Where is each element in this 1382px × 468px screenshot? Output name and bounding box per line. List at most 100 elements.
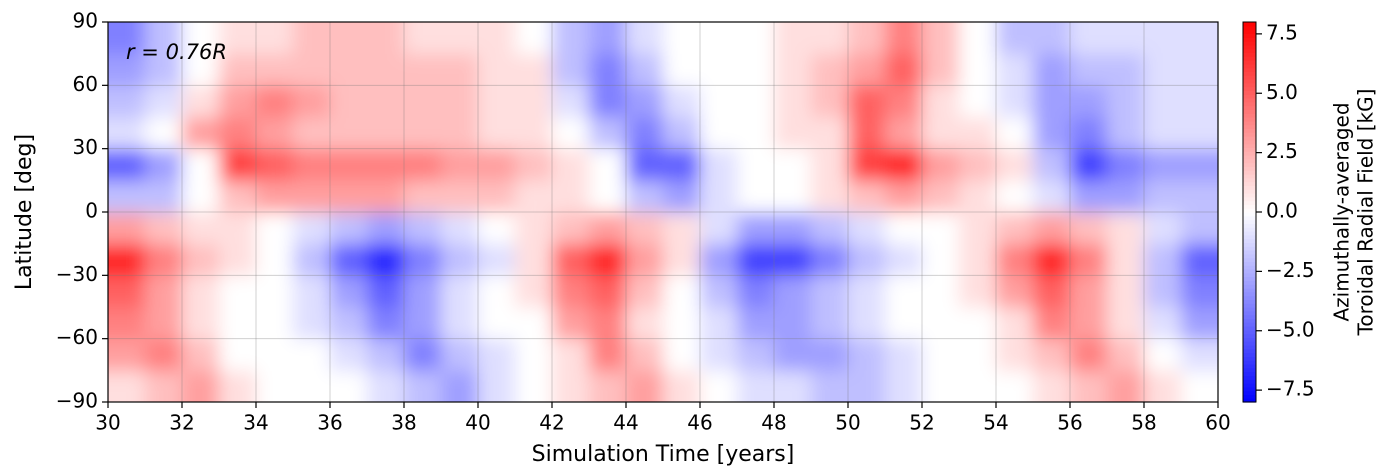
heat-cell — [959, 53, 997, 86]
heat-cell — [219, 117, 257, 150]
heat-cell — [589, 275, 627, 308]
colorbar-swatch — [1243, 136, 1256, 141]
heat-cell — [552, 212, 590, 245]
heat-cell — [1033, 117, 1071, 150]
heat-cell — [145, 22, 183, 55]
colorbar-swatch — [1243, 44, 1256, 50]
heat-cell — [1033, 275, 1071, 308]
heat-cell — [515, 212, 553, 245]
heat-cell — [626, 148, 664, 181]
heat-cell — [552, 53, 590, 86]
heat-cell — [1033, 212, 1071, 245]
colorbar-swatch — [1243, 25, 1256, 31]
heat-cell — [1181, 117, 1218, 150]
colorbar-swatch — [1243, 238, 1256, 243]
heat-cell — [885, 117, 923, 150]
heat-cell — [182, 53, 220, 86]
heat-cell — [922, 275, 960, 308]
colorbar-swatch — [1243, 272, 1256, 278]
heat-cell — [145, 180, 183, 213]
heat-cell — [885, 243, 923, 276]
heat-cell — [1070, 338, 1108, 371]
heat-cell — [441, 307, 479, 340]
heat-cell — [922, 148, 960, 181]
colorbar-swatch — [1243, 71, 1256, 76]
plot-frame — [107, 21, 1219, 403]
heat-cell — [256, 212, 294, 245]
colorbar-swatch — [1243, 295, 1256, 300]
heat-cell — [700, 117, 738, 150]
heat-cell — [996, 338, 1034, 371]
heat-cell — [774, 243, 812, 276]
heat-cell — [885, 370, 923, 402]
heat-cell — [1070, 148, 1108, 181]
heat-cell — [1033, 338, 1071, 371]
heat-cell — [404, 53, 442, 86]
heat-cell — [1107, 275, 1145, 308]
colorbar-swatch — [1243, 341, 1256, 346]
heat-cell — [330, 117, 368, 150]
heat-cell — [848, 275, 886, 308]
colorbar-swatch — [1243, 227, 1256, 232]
heat-cell — [367, 212, 405, 245]
heat-cell — [700, 85, 738, 118]
colorbar-swatch — [1243, 41, 1256, 46]
colorbar-swatch — [1243, 356, 1256, 361]
colorbar-swatch — [1243, 265, 1256, 270]
x-axis-label: Simulation Time [years] — [532, 442, 795, 467]
heat-cell — [700, 307, 738, 340]
heatmap-cells — [108, 22, 1218, 402]
colorbar-swatch — [1243, 158, 1256, 164]
heat-cell — [700, 180, 738, 213]
heat-cell — [219, 275, 257, 308]
x-tick-label: 42 — [539, 411, 564, 435]
heat-cell — [663, 243, 701, 276]
colorbar-swatch — [1243, 212, 1256, 217]
x-tick-label: 52 — [909, 411, 934, 435]
heat-cell — [256, 53, 294, 86]
heat-cell — [1181, 370, 1218, 402]
heat-cell — [1107, 243, 1145, 276]
heat-cell — [700, 243, 738, 276]
heat-cell — [959, 117, 997, 150]
heat-cell — [922, 53, 960, 86]
colorbar-swatch — [1243, 117, 1256, 122]
heat-cell — [293, 117, 331, 150]
heat-cell — [367, 275, 405, 308]
heat-cell — [1144, 53, 1182, 86]
heat-cell — [1181, 85, 1218, 118]
heat-cell — [885, 148, 923, 181]
colorbar-swatch — [1243, 326, 1256, 331]
heat-cell — [1181, 243, 1218, 276]
heat-cell — [589, 307, 627, 340]
heat-cell — [1033, 22, 1071, 55]
heat-cell — [219, 85, 257, 118]
heat-cell — [774, 53, 812, 86]
colorbar-swatch — [1243, 310, 1256, 316]
heat-cell — [145, 53, 183, 86]
heat-cell — [1033, 53, 1071, 86]
heat-cell — [959, 243, 997, 276]
heat-cell — [478, 212, 516, 245]
heat-cell — [293, 243, 331, 276]
heat-cell — [774, 212, 812, 245]
heat-cell — [885, 275, 923, 308]
heat-cell — [959, 307, 997, 340]
heat-cell — [626, 22, 664, 55]
heat-cell — [1070, 117, 1108, 150]
heat-cell — [1070, 275, 1108, 308]
colorbar-swatch — [1243, 60, 1256, 65]
heat-cell — [293, 275, 331, 308]
heat-cell — [552, 338, 590, 371]
heat-cell — [700, 275, 738, 308]
heat-cell — [1144, 275, 1182, 308]
heat-cell — [441, 117, 479, 150]
colorbar-tick-label: −7.5 — [1266, 377, 1315, 401]
heat-cell — [885, 307, 923, 340]
heat-cell — [811, 243, 849, 276]
heat-cell — [663, 85, 701, 118]
heat-cell — [1107, 212, 1145, 245]
heat-cell — [441, 243, 479, 276]
heat-cell — [145, 275, 183, 308]
